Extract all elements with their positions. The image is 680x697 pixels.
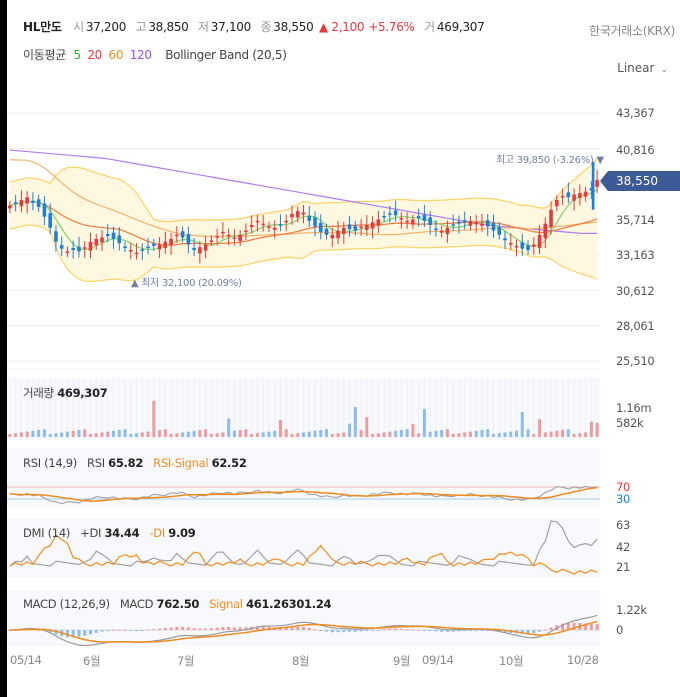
macd-value: 762.50 bbox=[156, 597, 200, 611]
macd-tick-zero: 0 bbox=[616, 623, 624, 637]
close-value: 38,550 bbox=[273, 20, 314, 34]
ma60-toggle[interactable]: 60 bbox=[108, 48, 124, 62]
low-value: 37,100 bbox=[210, 20, 252, 34]
ma-label: 이동평균 bbox=[23, 48, 66, 62]
volume-title: 거래량 bbox=[23, 386, 54, 400]
price-tick: 35,714 bbox=[616, 213, 655, 227]
price-tick: 28,061 bbox=[616, 319, 655, 333]
dmi-tick: 42 bbox=[616, 540, 631, 554]
quote-header: HL만도 시 37,200 고 38,850 저 37,100 종 38,550 ▲ 2… bbox=[23, 18, 490, 35]
bollinger-toggle[interactable]: Bollinger Band (20,5) bbox=[165, 48, 287, 62]
macd-label: MACD bbox=[119, 597, 154, 611]
macd-title: MACD (12,26,9) bbox=[23, 597, 110, 611]
ma5-toggle[interactable]: 5 bbox=[73, 48, 81, 62]
open-label: 시 bbox=[73, 20, 84, 34]
mdi-label: -DI bbox=[149, 526, 165, 540]
stock-name: HL만도 bbox=[23, 20, 62, 34]
price-tick: 25,510 bbox=[616, 354, 655, 368]
low-label: 저 bbox=[198, 20, 209, 34]
dmi-tick: 63 bbox=[616, 518, 631, 532]
volume-value: 469,307 bbox=[436, 20, 485, 34]
x-tick: 05/14 bbox=[10, 653, 42, 667]
price-tick: 43,367 bbox=[616, 106, 655, 120]
dmi-tick: 21 bbox=[616, 560, 631, 574]
macd-signal-label: Signal bbox=[209, 597, 243, 611]
x-tick: 6월 bbox=[83, 654, 101, 668]
left-edge-strip bbox=[0, 0, 7, 697]
close-label: 종 bbox=[260, 20, 272, 34]
scale-dropdown[interactable]: Linear ⌄ bbox=[617, 61, 668, 75]
volume-tick: 582k bbox=[616, 416, 644, 430]
ma20-toggle[interactable]: 20 bbox=[87, 48, 103, 62]
high-label: 고 bbox=[135, 20, 147, 34]
pdi-label: +DI bbox=[80, 526, 102, 540]
open-value: 37,200 bbox=[85, 20, 127, 34]
x-tick: 10월 bbox=[499, 654, 524, 668]
x-tick: 10/28 bbox=[567, 653, 599, 667]
current-price-tag: 38,550 bbox=[600, 171, 680, 191]
price-tick: 33,163 bbox=[616, 248, 655, 262]
volume-label: 거 bbox=[424, 20, 435, 34]
rsi-tick-70: 70 bbox=[616, 480, 631, 494]
scale-selected: Linear bbox=[617, 61, 655, 75]
x-tick: 8월 bbox=[292, 654, 310, 668]
rsi-value: 65.82 bbox=[108, 456, 144, 470]
low-annotation: ▲ 최저 32,100 (20.09%) bbox=[131, 278, 242, 289]
mdi-value: 9.09 bbox=[168, 526, 196, 540]
rsi-signal-label: RSI-Signal bbox=[153, 456, 209, 470]
volume-tick: 1.16m bbox=[616, 401, 652, 415]
macd-pane-title: MACD (12,26,9) MACD 762.50 Signal 461.26… bbox=[23, 597, 332, 611]
high-annotation: 최고 39,850 (-3.26%) ▼ bbox=[496, 155, 604, 166]
rsi-pane-title: RSI (14,9) RSI 65.82 RSI-Signal 62.52 bbox=[23, 456, 247, 470]
macd-tick: 1.22k bbox=[616, 603, 647, 617]
volume-pane-title: 거래량 469,307 bbox=[23, 385, 108, 401]
change-value: ▲ 2,100 bbox=[318, 20, 365, 34]
high-value: 38,850 bbox=[148, 20, 189, 34]
indicator-legend: 이동평균 5 20 60 120 Bollinger Band (20,5) bbox=[23, 46, 291, 63]
volume-last-value: 469,307 bbox=[57, 386, 108, 400]
rsi-tick-30: 30 bbox=[616, 492, 631, 506]
dmi-pane-title: DMI (14) +DI 34.44 -DI 9.09 bbox=[23, 526, 196, 540]
price-tick: 40,816 bbox=[616, 143, 655, 157]
chevron-down-icon: ⌄ bbox=[660, 65, 668, 75]
dmi-title: DMI (14) bbox=[23, 526, 71, 540]
ma120-toggle[interactable]: 120 bbox=[129, 48, 152, 62]
x-tick: 9월 bbox=[393, 654, 411, 668]
change-pct: +5.76% bbox=[368, 20, 415, 34]
pdi-value: 34.44 bbox=[104, 526, 140, 540]
macd-signal-value: 461.26301.24 bbox=[246, 597, 332, 611]
exchange-label: 한국거래소(KRX) bbox=[589, 24, 675, 38]
rsi-title: RSI (14,9) bbox=[23, 456, 77, 470]
x-tick: 09/14 bbox=[422, 653, 454, 667]
x-tick: 7월 bbox=[177, 654, 195, 668]
rsi-label: RSI bbox=[87, 456, 105, 470]
price-tick: 30,612 bbox=[616, 284, 655, 298]
rsi-signal-value: 62.52 bbox=[211, 456, 247, 470]
